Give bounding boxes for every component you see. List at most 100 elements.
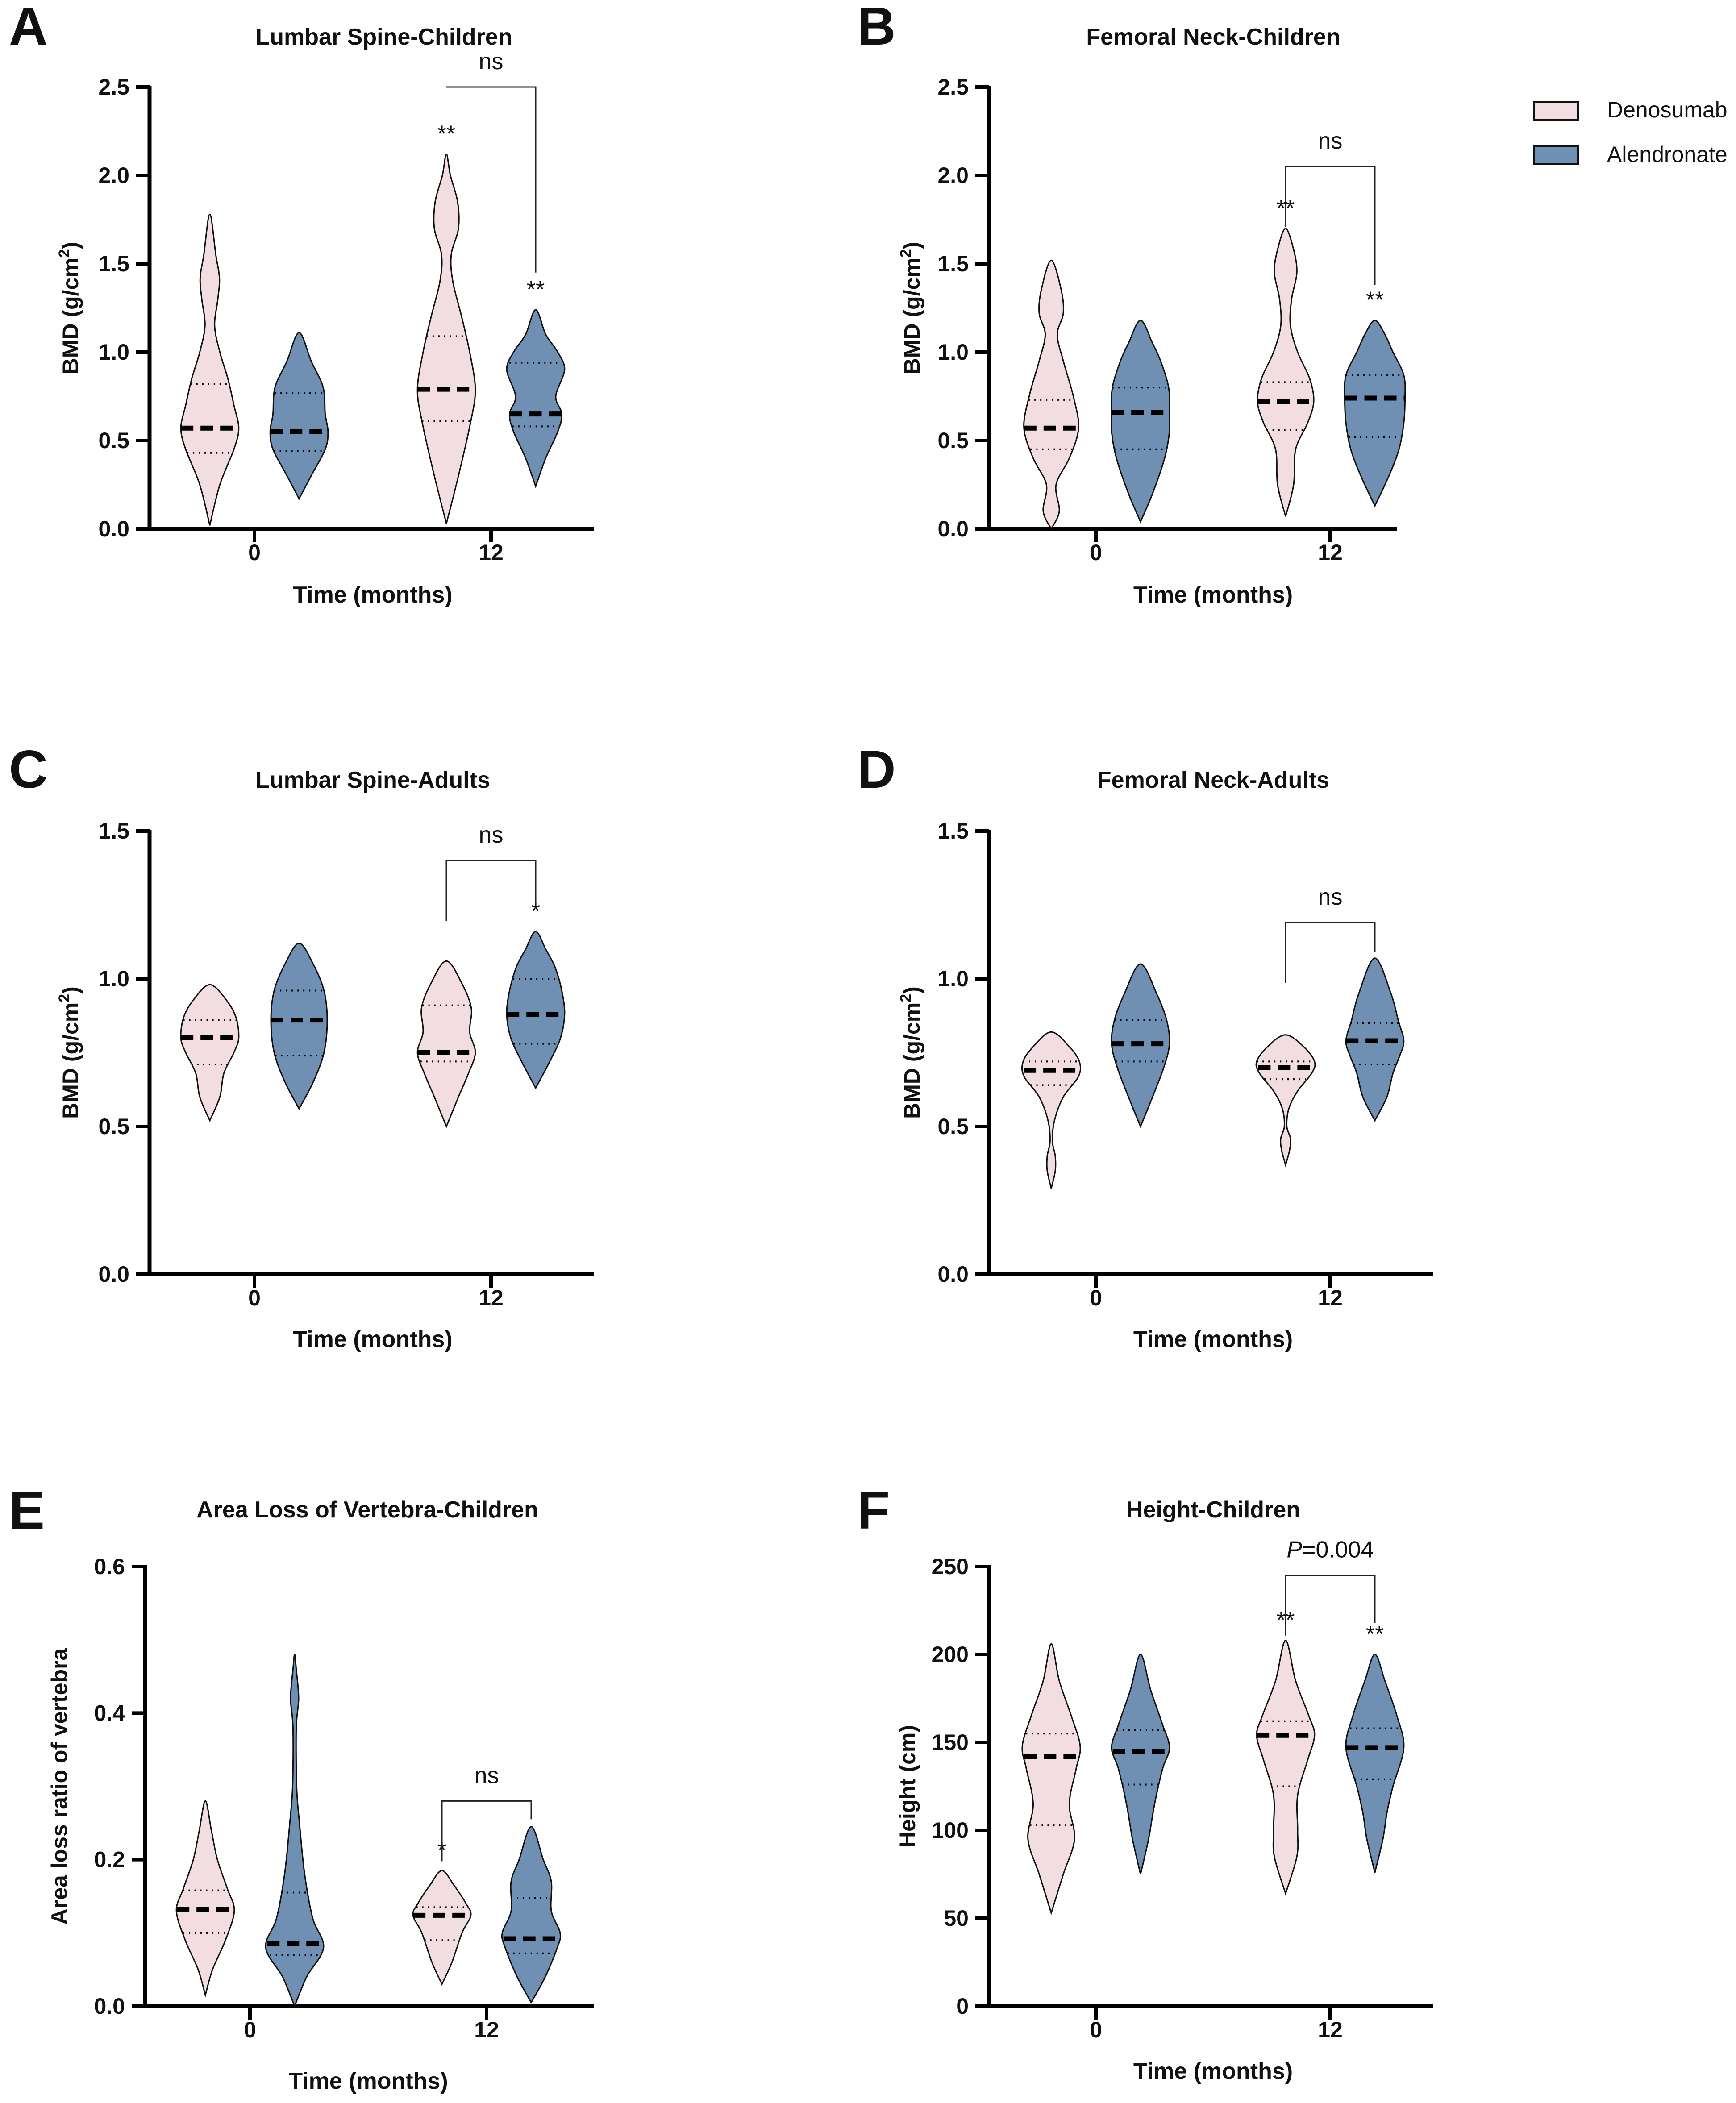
y-axis-label: BMD (g/cm2) bbox=[56, 986, 83, 1119]
y-tick-label: 150 bbox=[932, 1730, 969, 1755]
panel-letter: C bbox=[9, 740, 48, 799]
violin-denosumab-0 bbox=[1023, 259, 1079, 531]
y-tick-label: 200 bbox=[932, 1642, 969, 1667]
y-tick-label: 2.5 bbox=[937, 75, 969, 100]
violin-body bbox=[270, 943, 328, 1110]
panel-c: C Lumbar Spine-Adults 0.0 0.5 1.0 1.5 0 12 Time … bbox=[9, 740, 594, 1352]
chart-title: Femoral Neck-Adults bbox=[1097, 767, 1329, 793]
violin-denosumab-12 bbox=[416, 960, 476, 1128]
comparison-label: ns bbox=[479, 822, 504, 848]
legend-swatch-alendronate bbox=[1533, 145, 1579, 165]
x-tick-label: 12 bbox=[1318, 1285, 1343, 1310]
violin-body bbox=[1256, 1639, 1316, 1896]
x-tick-label: 0 bbox=[1090, 1285, 1102, 1310]
chart-title: Lumbar Spine-Adults bbox=[255, 767, 490, 793]
x-tick-label: 12 bbox=[479, 1285, 504, 1310]
x-axis-label: Time (months) bbox=[1133, 582, 1293, 608]
x-tick-label: 0 bbox=[1090, 2017, 1102, 2042]
violin-body bbox=[180, 984, 240, 1122]
y-tick-label: 100 bbox=[932, 1818, 969, 1843]
y-axis-label: BMD (g/cm2) bbox=[56, 242, 83, 374]
comparison-bracket: P=0.004 bbox=[1285, 1537, 1376, 1636]
violin-denosumab-12: ** bbox=[1257, 195, 1315, 517]
y-tick-label: 2.0 bbox=[937, 163, 969, 188]
violin-denosumab-12: ** bbox=[1256, 1607, 1316, 1896]
violin-body bbox=[180, 213, 240, 526]
violin-alendronate-0 bbox=[1111, 963, 1170, 1128]
y-axis-label: Height (cm) bbox=[895, 1725, 920, 1848]
significance-label: ** bbox=[1366, 287, 1384, 313]
x-axis-label: Time (months) bbox=[293, 582, 452, 608]
y-tick-label: 2.0 bbox=[98, 163, 129, 188]
y-tick-label: 0.5 bbox=[937, 428, 969, 453]
y-tick-label: 0.6 bbox=[94, 1554, 125, 1579]
violin-alendronate-12: ** bbox=[1344, 287, 1406, 508]
bracket-line bbox=[445, 860, 537, 921]
panels: A Lumbar Spine-Children 0.0 0.5 1.0 1.5 2.0 2.5… bbox=[9, 0, 1433, 2094]
violin-body bbox=[1255, 1034, 1316, 1168]
violin-alendronate-0 bbox=[270, 943, 328, 1110]
x-axis-label: Time (months) bbox=[1133, 2058, 1293, 2084]
y-tick-label: 0.0 bbox=[94, 1994, 125, 2019]
y-tick-label: 1.0 bbox=[98, 340, 129, 365]
x-tick-label: 12 bbox=[1318, 2017, 1343, 2042]
chart-title: Lumbar Spine-Children bbox=[256, 24, 512, 50]
violin-body bbox=[501, 1826, 562, 2004]
panel-letter: E bbox=[9, 1480, 45, 1540]
y-tick-label: 1.5 bbox=[98, 251, 129, 276]
significance-label: * bbox=[531, 898, 540, 924]
x-axis-label: Time (months) bbox=[293, 1326, 452, 1352]
panel-d: D Femoral Neck-Adults 0.0 0.5 1.0 1.5 0 12 Time … bbox=[857, 740, 1433, 1352]
violin-body bbox=[1021, 1031, 1082, 1189]
y-axis-label: BMD (g/cm2) bbox=[897, 242, 924, 374]
violin-body bbox=[412, 1870, 472, 1986]
y-tick-label: 0.4 bbox=[94, 1700, 125, 1725]
y-tick-label: 1.0 bbox=[937, 340, 969, 365]
bracket-line bbox=[441, 1800, 532, 1862]
legend-label-denosumab: Denosumab bbox=[1607, 97, 1728, 122]
y-tick-label: 1.0 bbox=[937, 966, 969, 991]
legend-label-alendronate: Alendronate bbox=[1607, 142, 1728, 167]
y-tick-label: 0.5 bbox=[98, 1114, 129, 1139]
violin-alendronate-0 bbox=[269, 332, 329, 500]
comparison-bracket: ns bbox=[446, 49, 537, 273]
chart-title: Femoral Neck-Children bbox=[1086, 24, 1340, 50]
bracket-line bbox=[1285, 922, 1376, 983]
violin-body bbox=[506, 309, 566, 489]
comparison-bracket: ns bbox=[441, 1762, 532, 1862]
x-tick-label: 0 bbox=[248, 540, 261, 565]
comparison-label: ns bbox=[1318, 128, 1343, 154]
y-tick-label: 2.5 bbox=[98, 75, 129, 100]
violin-denosumab-12 bbox=[1255, 1034, 1316, 1168]
violin-alendronate-12 bbox=[501, 1826, 562, 2004]
significance-label: ** bbox=[1366, 1621, 1384, 1647]
legend: Denosumab Alendronate bbox=[1533, 97, 1728, 167]
violin-alendronate-12: ** bbox=[1345, 1621, 1405, 1873]
panel-letter: D bbox=[857, 740, 896, 799]
violin-denosumab-12: ** bbox=[416, 121, 476, 524]
comparison-label: ns bbox=[479, 49, 504, 75]
significance-label: ** bbox=[527, 277, 545, 303]
violin-alendronate-12 bbox=[1345, 957, 1405, 1122]
violin-body bbox=[506, 931, 566, 1090]
x-tick-label: 12 bbox=[474, 2017, 499, 2042]
violin-alendronate-0 bbox=[1111, 1654, 1170, 1874]
panel-f: F Height-Children 0 50 100 150 200 250 0 12 Time (… bbox=[857, 1480, 1433, 2084]
bracket-line bbox=[1285, 1575, 1376, 1636]
violin-denosumab-0 bbox=[1021, 1643, 1081, 1916]
chart-title: Height-Children bbox=[1126, 1497, 1300, 1523]
violin-denosumab-0 bbox=[175, 1800, 235, 1998]
violin-body bbox=[1021, 1643, 1081, 1916]
violin-body bbox=[1257, 228, 1315, 517]
violin-alendronate-12: * bbox=[506, 898, 566, 1090]
panel-e: E Area Loss of Vertebra-Children 0.0 0.2 0.4… bbox=[9, 1480, 594, 2094]
violin-body bbox=[265, 1654, 325, 2008]
y-axis-label: BMD (g/cm2) bbox=[897, 986, 924, 1119]
chart-title: Area Loss of Vertebra-Children bbox=[196, 1497, 538, 1523]
y-tick-label: 0 bbox=[956, 1994, 969, 2019]
y-tick-label: 1.5 bbox=[937, 819, 969, 844]
violin-body bbox=[1023, 259, 1079, 531]
violin-body bbox=[416, 960, 476, 1128]
violin-denosumab-0 bbox=[180, 213, 240, 526]
